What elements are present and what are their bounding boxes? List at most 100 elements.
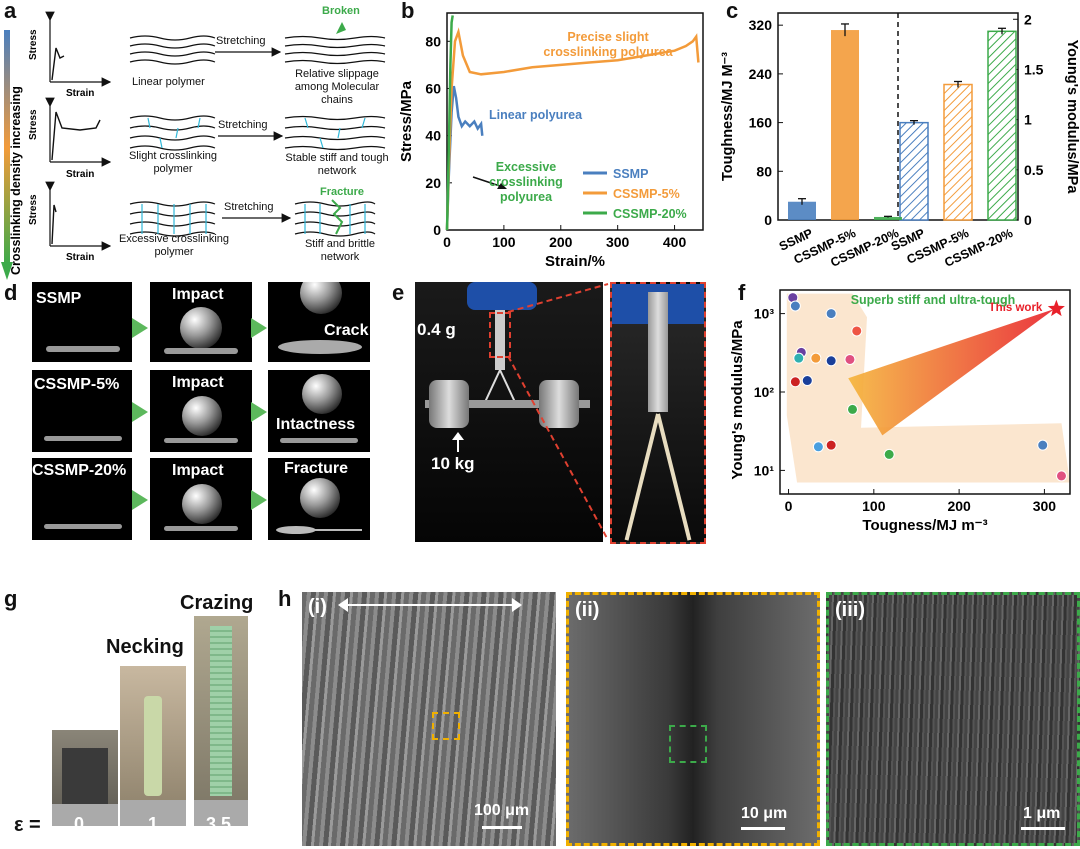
plot-frame: [446, 12, 704, 231]
slight-polymer-label: Slight crosslinking polymer: [128, 150, 218, 175]
y-axis-label-left: Toughness/MJ M⁻³: [720, 52, 736, 181]
data-point: [825, 308, 837, 320]
x-tick-label: 400: [663, 234, 687, 250]
y-tick-label-right: 0: [1024, 212, 1032, 228]
zoomed-sample-photo: [610, 282, 706, 544]
arrow-icon: [251, 318, 267, 338]
broken-label: Broken: [322, 5, 360, 17]
necking-label: Necking: [106, 636, 184, 658]
bar-modulus: [943, 83, 973, 221]
stable-network-label: Stable stiff and tough network: [285, 152, 389, 177]
photo-cssmp5-impact: [150, 370, 252, 452]
chains-slight-stretched: [284, 115, 386, 151]
y-tick-label-right: 1.5: [1024, 61, 1044, 77]
series-line-cssmp-20%: [445, 15, 454, 231]
impact-test-photos: SSMP Impact Crack CSSMP-5% Impact Intact…: [32, 282, 402, 542]
this-work-label: This work: [989, 302, 1043, 314]
data-point: [789, 300, 801, 312]
glove: [467, 282, 537, 310]
y-tick-label-left: 320: [749, 17, 773, 33]
x-tick-label: 300: [1033, 498, 1057, 514]
data-point: [844, 353, 856, 365]
chains-excessive: [129, 201, 216, 237]
up-arrow-icon: [457, 438, 459, 452]
x-tick-label: 100: [492, 234, 516, 250]
bar-toughness: [831, 30, 859, 220]
y-tick-label-right: 2: [1024, 11, 1032, 27]
x-axis-label: Tougness/MJ m⁻³: [862, 517, 987, 534]
photo-cssmp20-before: [32, 458, 132, 540]
zoom-box: [489, 312, 511, 358]
zoom-box-ii: [669, 725, 707, 763]
dumbbell-weight-right: [539, 380, 579, 428]
series-line-ssmp: [445, 85, 484, 231]
broken-marker: [336, 22, 346, 34]
intactness-label: Intactness: [276, 416, 356, 433]
arrow-icon: [251, 402, 267, 422]
stress-label-2: Stress: [28, 109, 39, 140]
data-point: [789, 376, 801, 388]
bar-modulus: [899, 121, 929, 221]
stress-label-3: Stress: [28, 194, 39, 225]
impact-label-1: Impact: [172, 286, 224, 303]
y-axis-label: Young's modulus/MPa: [729, 320, 746, 480]
fan-arrow: [848, 308, 1055, 436]
sem-label-i: (i): [308, 596, 327, 618]
stretching-label-3: Stretching: [224, 201, 274, 213]
this-work-star-icon: [1047, 299, 1065, 317]
mini-plot-slight: [45, 97, 112, 167]
annotation-precise: Precise slight crosslinking polyurea: [543, 30, 673, 59]
legend-label: CSSMP-20%: [613, 207, 687, 221]
y-tick-label-left: 80: [756, 163, 772, 179]
fracture-photo-label: Fracture: [284, 460, 349, 477]
y-axis-label-right: Young's modulus/MPa: [1064, 40, 1080, 195]
data-point: [810, 352, 822, 364]
linear-polymer-label: Linear polymer: [132, 76, 205, 88]
photo-cssmp5-result: [268, 370, 370, 452]
y-tick-label-left: 240: [749, 66, 773, 82]
mini-plot-excessive: [45, 181, 112, 251]
crazing-label: Crazing: [180, 592, 254, 614]
annotation-pointer: [472, 176, 504, 188]
data-point: [801, 375, 813, 387]
sem-label-iii: (iii): [835, 599, 865, 621]
panel-c-label: c: [726, 0, 739, 23]
photo-ssmp-before: [32, 282, 132, 362]
panel-e-label: e: [392, 280, 405, 305]
photo-cssmp5-before: [32, 370, 132, 452]
panel-a-label: a: [4, 0, 17, 23]
arrow-icon: [132, 318, 148, 338]
y-tick-label: 10¹: [754, 462, 775, 478]
scale-label-iii: 1 μm: [1023, 805, 1061, 822]
stress-label-1: Stress: [28, 29, 39, 60]
data-point: [847, 403, 858, 415]
panel-g-label: g: [4, 586, 18, 611]
scale-bar-iii: [1021, 827, 1065, 830]
panel-b-label: b: [401, 0, 415, 23]
stretching-label-1: Stretching: [216, 35, 266, 47]
photo-cssmp20-result: [268, 458, 370, 540]
data-point: [825, 355, 837, 367]
sample-label-ssmp: SSMP: [36, 290, 82, 307]
x-tick-label: 200: [947, 498, 971, 514]
data-point: [793, 352, 805, 364]
chains-linear-stretched: [284, 35, 386, 65]
excessive-polymer-label: Excessive crosslinking polymer: [118, 233, 230, 258]
mass-small-label: 0.4 g: [417, 320, 456, 339]
strain-label-1: Strain: [66, 88, 94, 99]
toughness-modulus-chart: 0 80 160 240 320 0 0.5 1 1.5 2 Toughness/MJ M⁻³ You…: [720, 11, 1080, 270]
bar-toughness: [874, 216, 902, 220]
brittle-network-label: Stiff and brittle network: [304, 238, 376, 263]
y-tick-label: 0: [433, 222, 441, 238]
crack-label: Crack: [324, 322, 369, 339]
strain-label-2: Strain: [66, 169, 94, 180]
y-tick-label-left: 160: [749, 115, 773, 131]
data-point: [851, 325, 863, 337]
photo-cssmp20-impact: [150, 458, 252, 540]
impact-label-3: Impact: [172, 462, 224, 479]
scale-label-ii: 10 μm: [741, 805, 788, 822]
x-tick-label: 300: [606, 234, 630, 250]
data-point: [1037, 439, 1049, 451]
y-tick-label: 60: [425, 80, 441, 96]
y-tick-label-left: 0: [764, 212, 772, 228]
